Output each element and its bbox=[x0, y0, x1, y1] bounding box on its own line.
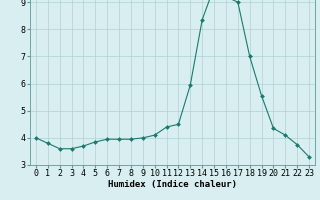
X-axis label: Humidex (Indice chaleur): Humidex (Indice chaleur) bbox=[108, 180, 237, 189]
